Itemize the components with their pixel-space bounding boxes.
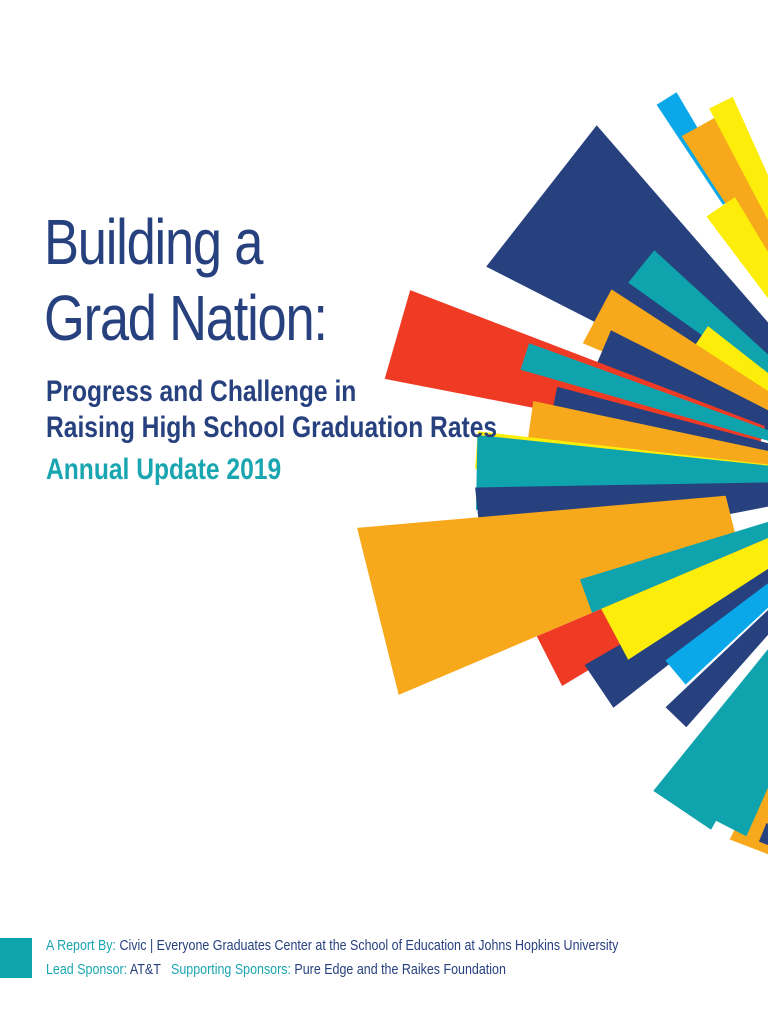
burst-wedge bbox=[758, 823, 768, 846]
subtitle-line-2: Raising High School Graduation Rates bbox=[46, 411, 498, 444]
credits: A Report By: Civic | Everyone Graduates … bbox=[46, 934, 618, 982]
title-line-2: Grad Nation: bbox=[44, 282, 328, 354]
report-by-value: Civic | Everyone Graduates Center at the… bbox=[119, 938, 619, 954]
burst-wedge bbox=[709, 96, 768, 221]
burst-wedge bbox=[593, 330, 768, 433]
burst-wedge bbox=[520, 343, 768, 441]
burst-wedge bbox=[579, 521, 768, 613]
supporting-sponsors-value: Pure Edge and the Raikes Foundation bbox=[294, 962, 506, 978]
burst-wedge bbox=[710, 717, 768, 837]
sponsors-line: Lead Sponsor: AT&T Supporting Sponsors: … bbox=[46, 958, 618, 982]
annual-update-label: Annual Update 2019 bbox=[46, 453, 282, 486]
burst-wedge bbox=[653, 649, 768, 830]
title-line-1: Building a bbox=[44, 206, 263, 278]
burst-wedge bbox=[601, 538, 768, 660]
supporting-sponsors-label: Supporting Sponsors: bbox=[171, 962, 291, 978]
lead-sponsor-value: AT&T bbox=[129, 962, 161, 978]
burst-wedge bbox=[706, 197, 768, 299]
subtitle: Progress and Challenge in Raising High S… bbox=[46, 374, 497, 446]
burst-wedge bbox=[665, 610, 768, 728]
teal-accent-square bbox=[0, 938, 32, 978]
burst-wedge bbox=[486, 125, 768, 411]
page-title: Building a Grad Nation: bbox=[44, 204, 328, 356]
report-by-label: A Report By: bbox=[46, 938, 117, 954]
burst-wedge bbox=[665, 583, 768, 685]
burst-wedge bbox=[357, 495, 740, 695]
lead-sponsor-label: Lead Sponsor: bbox=[46, 962, 128, 978]
report-by-line: A Report By: Civic | Everyone Graduates … bbox=[46, 934, 618, 958]
subtitle-line-1: Progress and Challenge in bbox=[46, 375, 357, 408]
